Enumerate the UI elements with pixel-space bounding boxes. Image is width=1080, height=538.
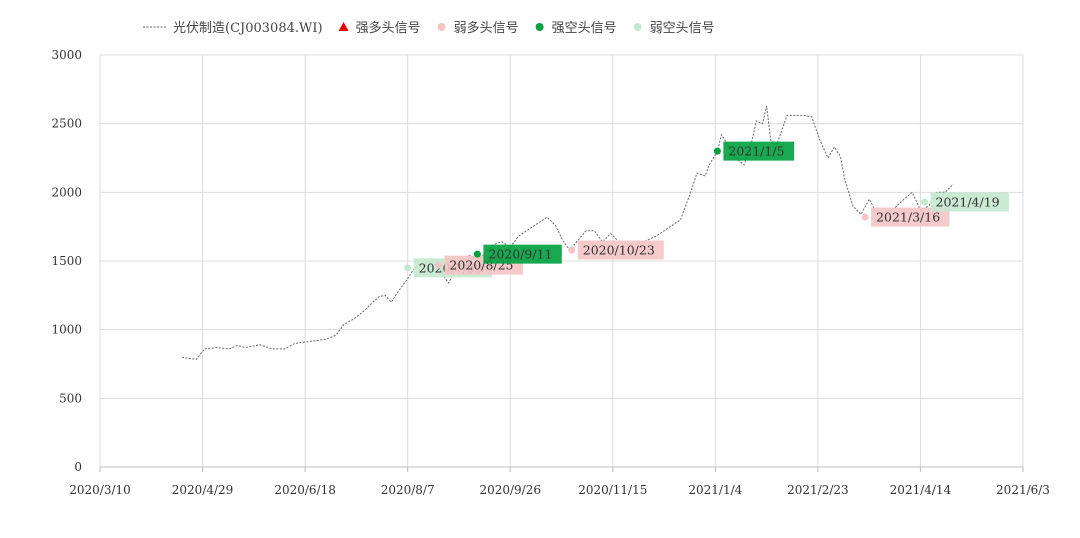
signal-label-box xyxy=(577,240,664,260)
x-tick-label: 2020/9/26 xyxy=(479,483,541,497)
signal-layer: 2020/7/302020/8/252020/9/112020/10/23202… xyxy=(404,141,1009,278)
y-tick-label: 3000 xyxy=(51,48,82,62)
legend: 光伏制造(CJ003084.WI) 强多头信号 弱多头信号 强空头信号 弱空头信号 xyxy=(143,20,715,36)
signal-point xyxy=(921,198,929,206)
signal-label: 2021/1/5 xyxy=(728,144,784,159)
legend-dot-icon xyxy=(633,23,642,31)
x-tick-label: 2021/2/23 xyxy=(787,483,849,497)
x-tick-label: 2021/1/4 xyxy=(688,483,742,497)
x-tick-label: 2020/11/15 xyxy=(578,483,647,497)
legend-dot-icon xyxy=(535,23,544,31)
legend-dot-icon xyxy=(437,23,446,31)
signal-label: 2020/9/11 xyxy=(488,247,552,262)
series-layer xyxy=(181,105,954,360)
y-tick-label: 1500 xyxy=(51,254,82,268)
y-tick-label: 500 xyxy=(59,391,82,405)
signal-point xyxy=(568,246,576,254)
x-tick-label: 2020/8/7 xyxy=(381,483,435,497)
signal-label-box xyxy=(930,192,1009,212)
legend-label: 强空头信号 xyxy=(552,21,617,36)
y-tick-label: 1000 xyxy=(51,323,82,337)
y-tick-label: 2000 xyxy=(51,185,82,199)
x-tick-label: 2020/6/18 xyxy=(274,483,336,497)
x-tick-label: 2020/3/10 xyxy=(69,483,131,497)
legend-label: 弱多头信号 xyxy=(454,20,519,36)
legend-triangle-icon xyxy=(338,22,349,31)
x-tick-label: 2020/4/29 xyxy=(172,483,234,497)
signal-point xyxy=(861,213,869,221)
grid xyxy=(99,54,1024,468)
signal-label: 2021/4/19 xyxy=(936,194,1000,209)
signal-point xyxy=(473,250,481,258)
signal-label-box xyxy=(871,207,950,227)
signal-label: 2020/10/23 xyxy=(583,243,655,258)
legend-label: 光伏制造(CJ003084.WI) xyxy=(173,21,323,36)
signal-point xyxy=(404,264,412,272)
signal-label-box xyxy=(723,141,795,161)
signal-point xyxy=(434,261,442,269)
legend-label: 强多头信号 xyxy=(356,20,421,36)
axes: 0 500 1000 1500 2000 2500 3000 2020/3/10 2020/4/… xyxy=(51,48,1050,497)
signal-label: 2021/3/16 xyxy=(876,210,940,225)
y-tick-label: 2500 xyxy=(51,117,82,131)
legend-label: 弱空头信号 xyxy=(650,21,715,36)
signal-label-box xyxy=(483,244,562,264)
series-line xyxy=(181,105,954,360)
signal-point xyxy=(713,147,721,155)
y-tick-label: 0 xyxy=(74,460,82,474)
x-tick-label: 2021/4/14 xyxy=(890,483,952,497)
x-tick-label: 2021/6/3 xyxy=(996,483,1050,497)
